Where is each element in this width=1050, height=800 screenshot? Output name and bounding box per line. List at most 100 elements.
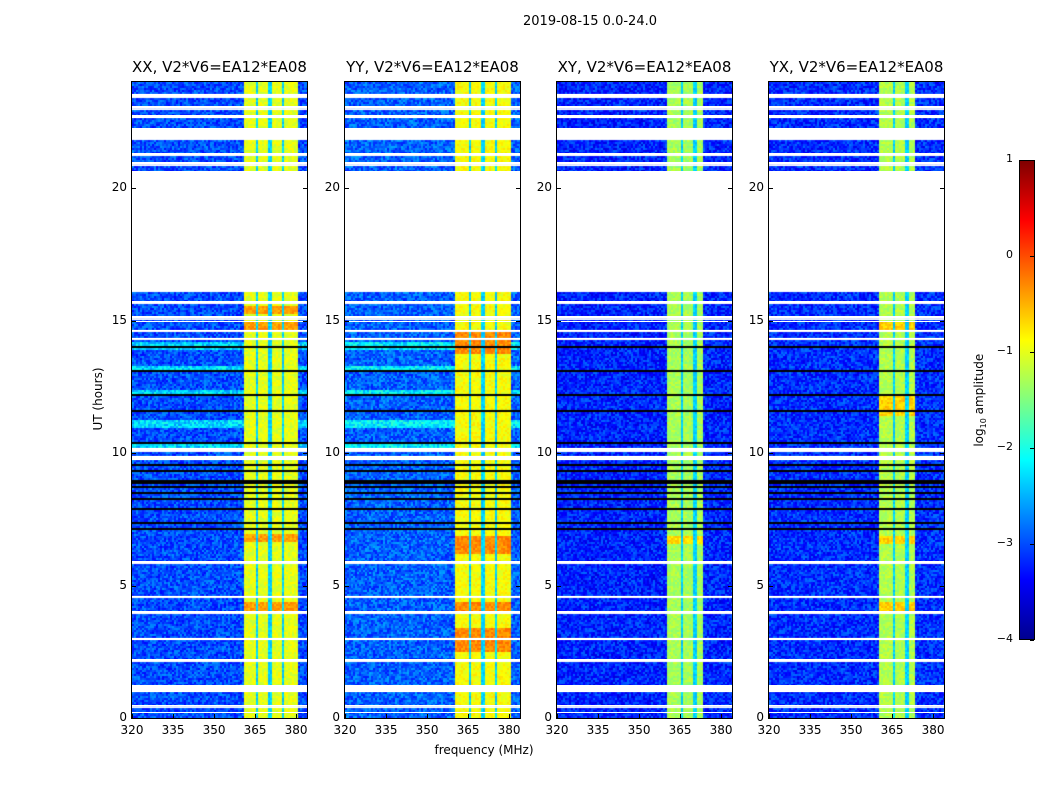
flagged-time-range	[345, 637, 520, 640]
flagged-time-range	[557, 153, 732, 155]
y-axis-label: UT (hours)	[91, 367, 105, 431]
y-tick-label: 5	[544, 577, 552, 592]
y-tick-label: 10	[324, 445, 340, 459]
y-tick-mark	[940, 320, 945, 322]
colorbar-tick-label: −4	[996, 632, 1013, 645]
y-tick-mark	[768, 585, 773, 587]
x-tick-label: 335	[374, 723, 398, 737]
colorbar-label-log: log	[971, 428, 986, 447]
x-tick-mark	[214, 714, 216, 719]
y-tick-mark	[131, 585, 136, 587]
colorbar-tick-mark	[1030, 352, 1034, 353]
y-tick-mark	[556, 585, 561, 587]
flagged-time-range	[557, 712, 732, 714]
flagged-time-range	[769, 595, 944, 598]
flagged-time-range	[345, 712, 520, 714]
y-tick-mark	[940, 718, 945, 719]
colorbar-tick-mark	[1030, 640, 1034, 641]
y-tick-mark	[940, 585, 945, 587]
flagged-time-range	[345, 153, 520, 155]
flagged-time-range	[345, 447, 520, 451]
flagged-time-range	[132, 316, 307, 319]
y-tick-label: 0	[332, 710, 340, 724]
x-tick-mark	[769, 714, 770, 719]
y-tick-mark	[516, 718, 521, 719]
flagged-time-range	[132, 106, 307, 109]
y-tick-label: 10	[748, 445, 764, 459]
colorbar-tick-mark	[1030, 448, 1034, 449]
x-tick-label: 320	[545, 723, 569, 737]
x-tick-mark	[255, 714, 257, 719]
flagged-time-range	[345, 316, 520, 319]
flagged-time-range	[557, 659, 732, 661]
flagged-time-range	[132, 447, 307, 451]
y-tick-mark	[131, 718, 136, 719]
y-tick-mark	[303, 453, 308, 454]
x-tick-mark	[892, 714, 894, 719]
flagged-time-range	[557, 329, 732, 332]
colorbar-tick-label: −2	[996, 440, 1013, 453]
x-tick-label: 380	[709, 723, 733, 737]
x-tick-label: 365	[668, 723, 692, 737]
flagged-time-range	[132, 128, 307, 139]
x-tick-label: 350	[202, 723, 226, 737]
colorbar-label: log10 amplitude	[972, 350, 988, 450]
flagged-time-range	[345, 93, 520, 97]
y-tick-mark	[556, 718, 561, 719]
flagged-time-range	[132, 153, 307, 155]
y-tick-mark	[344, 718, 349, 719]
y-tick-mark	[303, 585, 308, 587]
panel-title: XY, V2*V6=EA12*EA08	[557, 58, 732, 76]
y-tick-mark	[344, 320, 349, 322]
y-tick-mark	[516, 188, 521, 189]
x-tick-label: 335	[161, 723, 185, 737]
flagged-time-range	[769, 447, 944, 451]
flagged-time-range	[132, 637, 307, 640]
flagged-time-range	[769, 637, 944, 640]
flagged-time-range	[769, 610, 944, 613]
colorbar-tick-mark	[1030, 160, 1034, 161]
y-tick-label: 20	[536, 180, 552, 194]
y-tick-mark	[516, 453, 521, 454]
flagged-time-range	[132, 301, 307, 304]
x-tick-mark	[468, 714, 470, 719]
x-tick-mark	[639, 714, 641, 719]
flagged-time-range	[132, 659, 307, 661]
x-tick-mark	[721, 714, 723, 719]
flagged-time-range	[557, 106, 732, 109]
colorbar-label-rest: amplitude	[971, 353, 986, 419]
x-axis-label: frequency (MHz)	[434, 743, 534, 757]
flagged-time-range	[132, 162, 307, 165]
flagged-time-range	[132, 320, 307, 322]
colorbar-label-sub: 10	[979, 418, 989, 429]
x-tick-label: 350	[415, 723, 439, 737]
flagged-time-range	[132, 115, 307, 118]
y-tick-label: 15	[324, 312, 340, 327]
y-tick-label: 15	[748, 312, 764, 327]
y-tick-label: 5	[332, 577, 340, 592]
flagged-time-range	[769, 106, 944, 109]
x-tick-label: 350	[839, 723, 863, 737]
colorbar-tick-label: −3	[996, 536, 1013, 549]
x-tick-mark	[173, 714, 175, 719]
y-tick-mark	[728, 585, 733, 587]
y-tick-mark	[556, 320, 561, 322]
waterfall-panel-1	[344, 81, 521, 719]
flagged-time-range	[345, 106, 520, 109]
y-tick-mark	[728, 188, 733, 189]
y-tick-label: 20	[324, 180, 340, 194]
y-tick-mark	[768, 320, 773, 322]
flagged-time-range	[345, 659, 520, 661]
x-tick-label: 335	[586, 723, 610, 737]
y-tick-label: 20	[111, 180, 127, 194]
flagged-time-range	[132, 93, 307, 97]
flagged-time-range	[769, 337, 944, 340]
x-tick-label: 380	[921, 723, 945, 737]
y-tick-label: 10	[536, 445, 552, 459]
flagged-time-range	[345, 610, 520, 613]
x-tick-mark	[933, 714, 935, 719]
y-tick-mark	[516, 585, 521, 587]
y-tick-label: 0	[756, 710, 764, 724]
colorbar-tick-mark	[1030, 256, 1034, 257]
y-tick-label: 5	[119, 577, 127, 592]
